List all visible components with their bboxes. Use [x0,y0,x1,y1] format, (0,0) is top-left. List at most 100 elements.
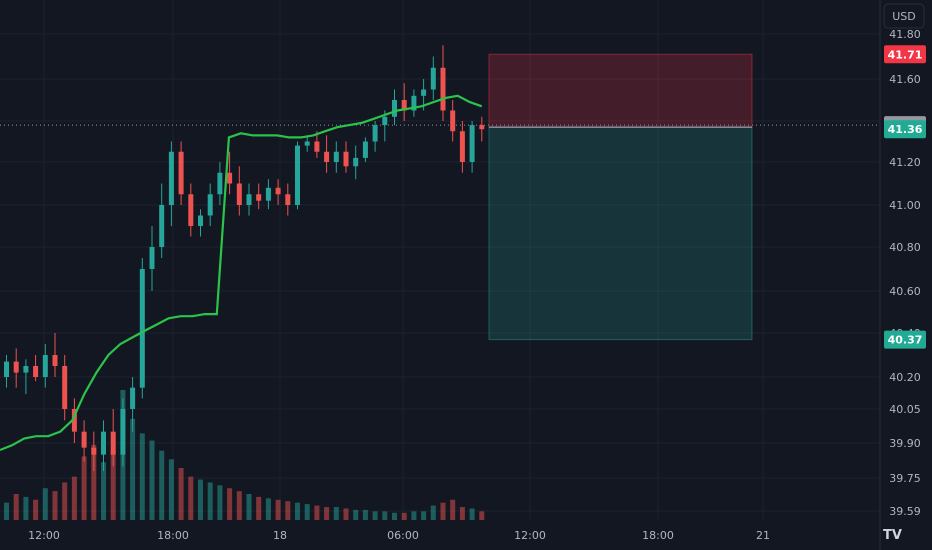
candle-body [411,95,417,111]
candle-body [168,151,174,205]
volume-bar [343,508,349,520]
candle [401,83,407,121]
price-tick-label: 41.80 [889,28,921,41]
price-tag-label: 41.36 [888,123,923,136]
candle-body [178,151,184,195]
volume-bar [188,476,194,520]
volume-bar [440,502,446,520]
time-tick-label: 18:00 [642,529,674,542]
stop-loss-zone[interactable] [488,53,753,128]
time-tick-label: 18 [273,529,287,542]
candle-body [149,247,155,269]
volume-bar [207,482,213,520]
candle [149,226,155,291]
candle [52,333,58,377]
currency-button[interactable] [883,3,925,29]
price-tick-label: 40.05 [889,403,921,416]
candle [236,166,242,216]
candle [246,183,252,216]
volume-bar [459,507,465,520]
candle-body [479,125,485,130]
volume-bar [469,508,475,520]
volume-bar [314,505,320,520]
volume-bar [285,501,291,520]
candle-body [13,361,19,373]
candle [62,355,68,421]
price-tick-label: 40.80 [889,241,921,254]
volume-bar [401,512,407,520]
time-tick-label: 12:00 [28,529,60,542]
price-tick-label: 41.00 [889,199,921,212]
volume-bar [91,444,97,520]
time-axis[interactable]: 12:00 18:00 18 06:00 12:00 18:00 21 [28,529,770,542]
candle [295,141,300,210]
candle-body [353,157,359,167]
take-profit-zone[interactable] [488,126,753,341]
volume-bar [295,502,300,520]
candle [353,145,359,180]
candle [469,121,475,173]
volume-bar [304,504,310,520]
candle-body [421,89,427,96]
candle-body [62,366,68,409]
time-tick-label: 18:00 [157,529,189,542]
volume-bar [411,511,417,520]
candle-body [188,194,194,226]
candle-body [4,361,9,377]
volume-bar [139,433,145,520]
candle [285,183,291,216]
candle [217,162,223,205]
candle-body [333,151,339,162]
volume-bar [392,512,397,520]
volume-bar [110,450,116,520]
candle [430,56,436,100]
candle-body [91,447,97,455]
candle [81,420,87,462]
candle [120,398,126,467]
candle [479,116,485,142]
price-tag-take-profit: 40.37 [884,330,926,349]
price-tick-label: 41.60 [889,73,921,86]
price-tag-stop-loss: 41.71 [884,45,926,64]
candle-body [440,67,446,111]
candle-body [71,409,77,432]
candle-body [469,125,475,162]
volume-bar [159,450,165,520]
volume-bar [62,482,68,520]
price-axis[interactable]: USD 41.8041.6041.4041.2041.0040.8040.604… [883,3,925,518]
price-tick-label: 41.20 [889,156,921,169]
candle-body [382,116,388,126]
candle-body [275,187,281,195]
volume-bar [372,511,378,520]
candle-body [343,151,349,167]
candle [265,179,271,210]
volume-bar [324,507,330,520]
candle [198,209,203,237]
candle [411,89,417,117]
candle-body [227,172,233,184]
time-tick-label: 21 [756,529,770,542]
candle-body [401,100,407,111]
volume-bar [353,509,359,520]
short-position-tool[interactable] [0,53,880,341]
candle [33,355,39,382]
time-tick-label: 12:00 [514,529,546,542]
price-tag-label: 40.37 [888,334,923,347]
candle [4,355,9,388]
candle-body [256,194,262,201]
volume-bar [23,496,29,520]
candle-body [246,194,252,205]
candle [188,183,194,237]
candle-body [295,145,300,205]
candle [343,141,349,173]
volume-bar [52,491,58,520]
candle-body [217,172,223,195]
candle [314,131,320,158]
candle [71,398,77,443]
tradingview-logo[interactable]: TV [883,528,902,543]
candle-body [81,431,87,448]
price-tick-label: 39.90 [889,437,921,450]
candle-body [450,110,456,132]
candle-body [392,100,397,117]
